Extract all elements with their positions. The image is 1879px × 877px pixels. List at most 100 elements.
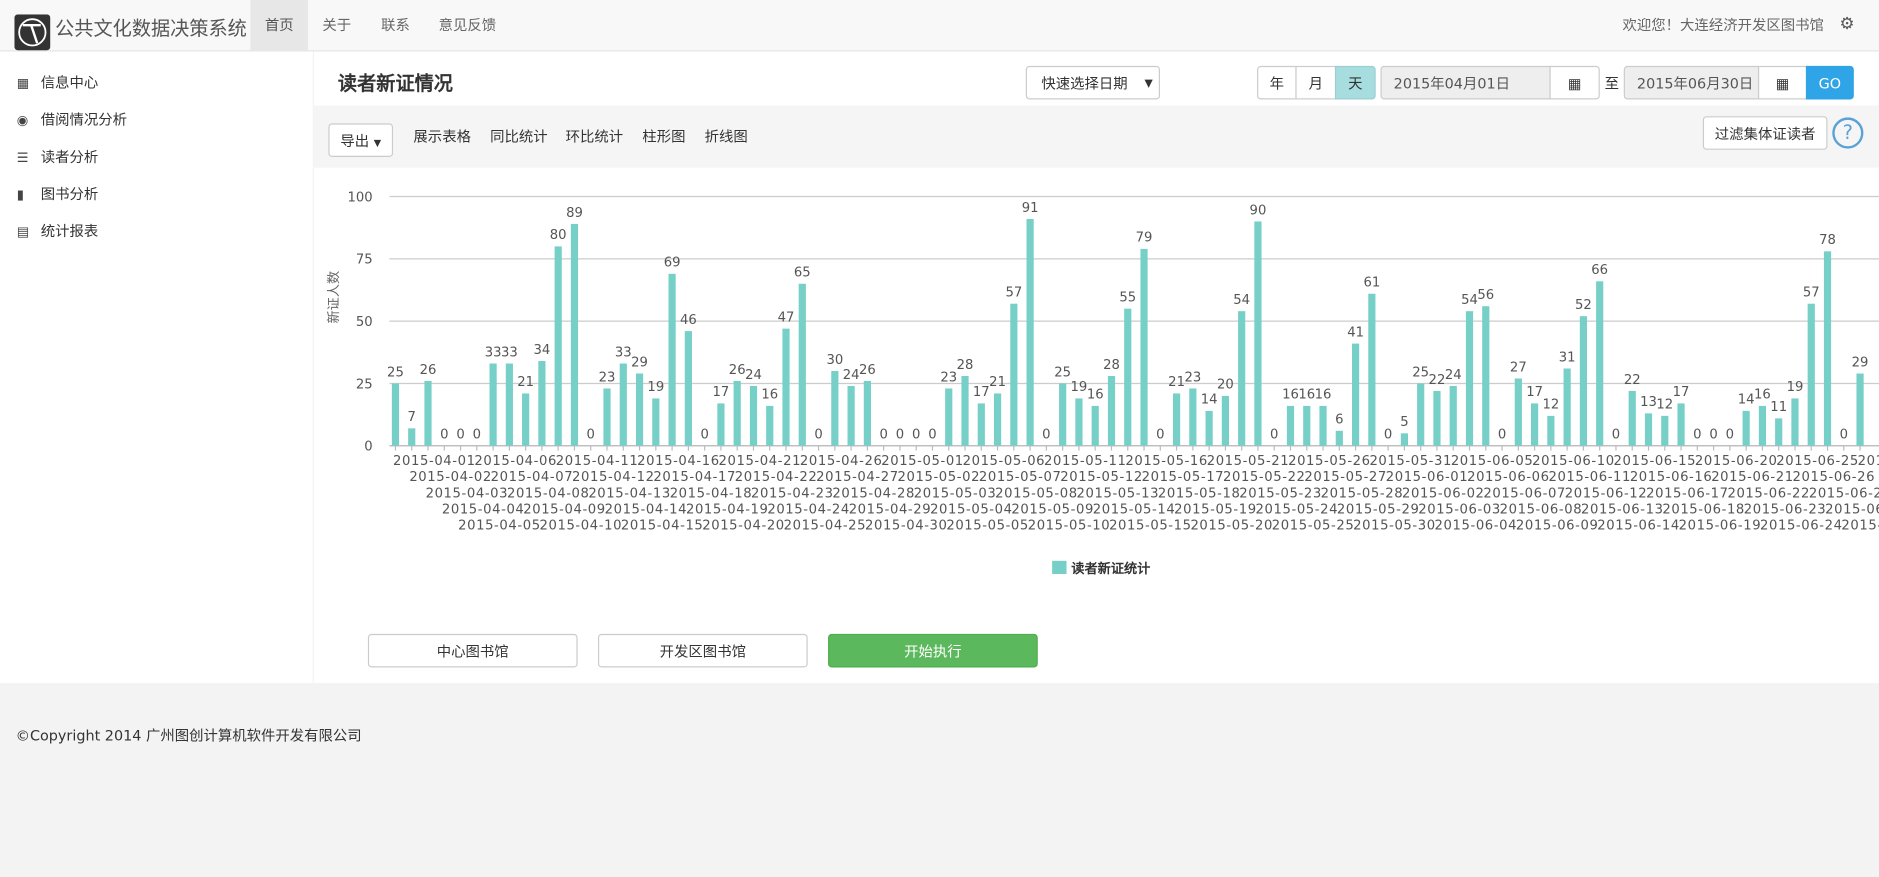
data-label: 34 — [534, 343, 551, 358]
data-label: 16 — [1298, 388, 1315, 403]
settings-icon[interactable]: ⚙ — [1839, 14, 1855, 34]
bar — [977, 403, 985, 446]
x-tick-label: 2015-05-15 — [1109, 519, 1192, 534]
data-label: 13 — [1640, 395, 1657, 410]
quick-date-select[interactable]: 快速选择日期 ▼ — [1025, 65, 1160, 100]
export-button[interactable]: 导出 ▼ — [328, 123, 394, 157]
data-label: 90 — [1250, 203, 1267, 218]
help-icon[interactable]: ? — [1832, 117, 1864, 149]
bar — [652, 398, 660, 446]
x-tick-label: 2015-05-11 — [1044, 454, 1127, 469]
calendar-button[interactable]: ▦ — [1549, 65, 1600, 100]
x-tick-label: 2015-05-16 — [1125, 454, 1208, 469]
nav-item[interactable]: 首页 — [250, 0, 308, 51]
data-label: 22 — [1429, 373, 1446, 388]
side-item[interactable]: ▤ 统计报表 — [16, 222, 99, 240]
bar — [782, 328, 790, 446]
x-tick-label: 2015-05-18 — [1158, 486, 1241, 501]
x-tick-label: 2015-05-04 — [930, 502, 1013, 517]
tool-link[interactable]: 折线图 — [704, 128, 748, 145]
side-item[interactable]: ◉ 借阅情况分析 — [16, 111, 128, 129]
data-label: 47 — [778, 310, 795, 325]
nav-item[interactable]: 联系 — [381, 16, 410, 34]
x-tick-label: 2015-06-26 — [1793, 470, 1876, 485]
unit-button[interactable]: 天 — [1334, 65, 1376, 100]
x-tick-label: 2015-04-02 — [409, 470, 492, 485]
tool-link[interactable]: 同比统计 — [490, 128, 548, 145]
data-label: 31 — [1559, 350, 1576, 365]
data-label: 26 — [859, 363, 876, 378]
data-label: 11 — [1770, 400, 1787, 415]
run-button[interactable]: 开始执行 — [828, 633, 1038, 668]
x-tick-label: 2015-05-30 — [1353, 519, 1436, 534]
bar — [1254, 221, 1262, 446]
library-button[interactable]: 开发区图书馆 — [597, 633, 808, 668]
x-tick-label: 2015-04-01 — [393, 454, 476, 469]
data-label: 29 — [631, 355, 648, 370]
bar — [391, 383, 400, 446]
x-tick-label: 2015-06-16 — [1630, 470, 1713, 485]
calendar-button[interactable]: ▦ — [1757, 65, 1808, 100]
data-label: 0 — [1384, 428, 1392, 443]
tool-link[interactable]: 柱形图 — [642, 128, 686, 145]
library-button[interactable]: 中心图书馆 — [367, 633, 578, 668]
x-tick-label: 2015-06-13 — [1581, 502, 1664, 517]
nav-item[interactable]: 意见反馈 — [438, 16, 497, 34]
bar — [831, 371, 839, 446]
unit-button[interactable]: 年 — [1257, 65, 1297, 100]
side-item[interactable]: ▮ 图书分析 — [16, 185, 99, 203]
data-label: 0 — [896, 428, 904, 443]
y-tick-label: 0 — [364, 440, 372, 455]
data-label: 29 — [1852, 355, 1869, 370]
bar — [1579, 316, 1588, 446]
start-date[interactable]: 2015年04月01日 — [1380, 65, 1551, 100]
x-tick-label: 2015-05-24 — [1256, 502, 1339, 517]
data-label: 56 — [1477, 288, 1494, 303]
data-label: 57 — [1005, 286, 1022, 301]
go-button[interactable]: GO — [1805, 65, 1854, 100]
data-label: 27 — [1510, 360, 1527, 375]
x-tick-label: 2015-06-28 — [1825, 502, 1879, 517]
x-tick-label: 2015-06-19 — [1679, 519, 1762, 534]
sidebar: ▦ 信息中心 ◉ 借阅情况分析 ☰ 读者分析 ▮ 图书分析 ▤ 统计报表 — [0, 51, 313, 684]
data-label: 0 — [912, 428, 920, 443]
data-label: 33 — [485, 345, 502, 360]
x-tick-label: 2015-06-29 — [1841, 519, 1879, 534]
x-tick-label: 2015-06-07 — [1483, 486, 1566, 501]
x-tick-label: 2015-05-08 — [995, 486, 1078, 501]
x-tick-label: 2015-05-20 — [1190, 519, 1273, 534]
side-item[interactable]: ☰ 读者分析 — [16, 148, 99, 166]
side-item[interactable]: ▦ 信息中心 — [16, 74, 99, 92]
bar — [1823, 251, 1832, 446]
unit-button[interactable]: 月 — [1295, 65, 1337, 100]
data-label: 16 — [761, 388, 778, 403]
x-tick-label: 2015-06-27 — [1809, 486, 1879, 501]
data-label: 22 — [1624, 373, 1641, 388]
y-axis-label: 新证人数 — [326, 271, 342, 324]
x-tick-label: 2015-04-30 — [865, 519, 948, 534]
bar — [489, 363, 497, 446]
bar — [1547, 415, 1555, 446]
end-date[interactable]: 2015年06月30日 — [1623, 65, 1760, 100]
data-label: 14 — [1201, 393, 1218, 408]
bar — [993, 393, 1002, 446]
x-tick-label: 2015-06-18 — [1662, 502, 1745, 517]
data-label: 66 — [1591, 263, 1608, 278]
filter-button[interactable]: 过滤集体证读者 — [1702, 116, 1828, 150]
bar — [1596, 281, 1604, 446]
y-tick-label: 75 — [356, 253, 373, 268]
data-label: 5 — [1400, 415, 1408, 430]
x-tick-label: 2015-06-12 — [1565, 486, 1648, 501]
data-label: 6 — [1335, 413, 1343, 428]
tool-link[interactable]: 环比统计 — [565, 128, 624, 145]
x-tick-label: 2015-04-25 — [784, 519, 867, 534]
brand[interactable]: 公共文化数据决策系统 — [55, 16, 247, 40]
data-label: 21 — [1168, 375, 1185, 390]
bar — [684, 331, 692, 446]
data-label: 78 — [1819, 233, 1836, 248]
tool-link[interactable]: 展示表格 — [413, 128, 471, 145]
navbar: 公共文化数据决策系统 首页 关于 联系 意见反馈 欢迎您！大连经济开发区图书馆 … — [0, 0, 1879, 52]
nav-item[interactable]: 关于 — [322, 16, 352, 34]
bar — [1124, 308, 1132, 446]
